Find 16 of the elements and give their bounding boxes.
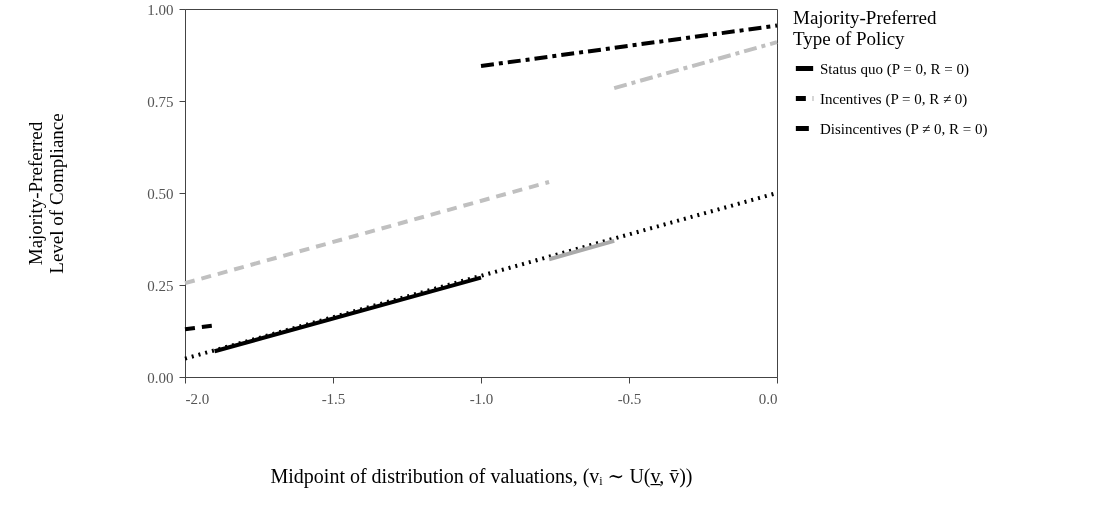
y-tick-label: 0.00 (147, 369, 174, 386)
legend-label: Disincentives (P ≠ 0, R = 0) (820, 120, 988, 138)
y-tick-label: 0.50 (147, 185, 174, 202)
y-tick-label: 1.00 (147, 1, 174, 18)
legend-title: Majority-Preferred Type of Policy (793, 7, 937, 49)
legend-label: Status quo (P = 0, R = 0) (820, 60, 969, 78)
x-tick-label: -1.5 (321, 390, 346, 407)
y-tick-label: 0.25 (147, 277, 174, 294)
x-tick-label: 0.0 (758, 390, 778, 407)
legend-label: Incentives (P = 0, R ≠ 0) (820, 90, 968, 108)
x-tick-label: -2.0 (185, 390, 210, 407)
x-tick-label: -0.5 (617, 390, 642, 407)
x-tick-label: -1.0 (469, 390, 494, 407)
y-axis-title: Majority-Preferred Level of Compliance (25, 113, 68, 274)
y-tick-label: 0.75 (147, 93, 174, 110)
x-axis-title: Midpoint of distribution of valuations, (vᵢ ∼ U(v̲, v̄)) (270, 464, 693, 488)
